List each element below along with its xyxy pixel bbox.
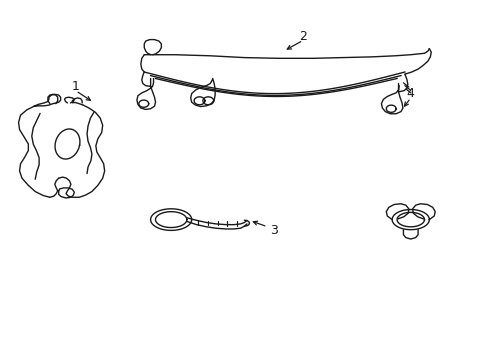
Text: 3: 3 — [269, 224, 277, 237]
Text: 4: 4 — [406, 87, 414, 100]
Text: 2: 2 — [299, 30, 306, 42]
Text: 1: 1 — [72, 80, 80, 93]
